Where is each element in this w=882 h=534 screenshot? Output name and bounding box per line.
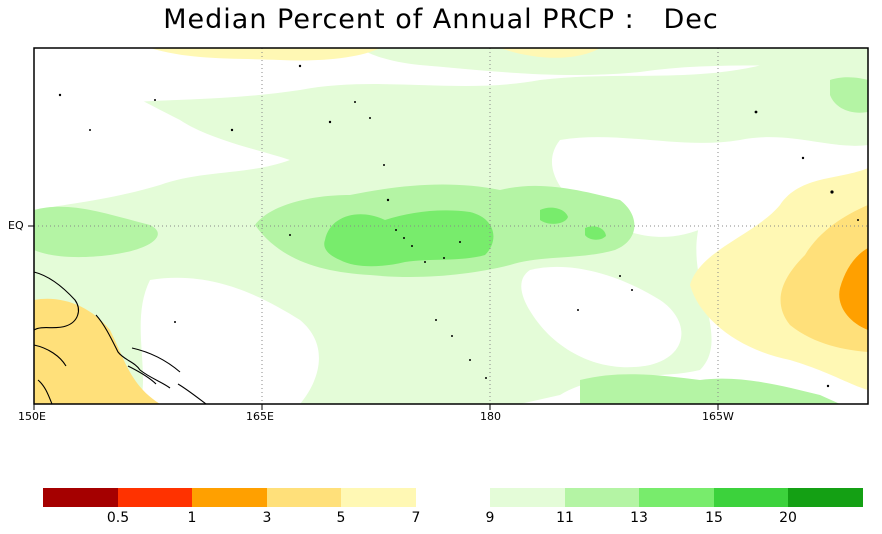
dark-green-patch-east xyxy=(540,207,568,224)
map-title: Median Percent of Annual PRCP : Dec xyxy=(163,4,719,35)
colorbar-swatch xyxy=(490,488,565,507)
colorbar-tick-label: 0.5 xyxy=(106,510,130,526)
colorbar-tick-label: 1 xyxy=(187,510,197,526)
green-band-south xyxy=(580,374,840,404)
grid-lines xyxy=(34,48,868,404)
colorbar-tick-label: 3 xyxy=(262,510,272,526)
green-band-northeast xyxy=(830,77,868,113)
lat-label-eq: EQ xyxy=(8,219,24,232)
small-islands xyxy=(58,64,859,388)
white-patch-northeast xyxy=(551,137,868,237)
colorbar-swatch xyxy=(192,488,267,507)
colorbar-swatch xyxy=(564,488,640,507)
colorbar-swatch xyxy=(788,488,863,507)
colorbar-tick-label: 20 xyxy=(779,510,797,526)
white-patch-southeast xyxy=(521,266,682,368)
colorbar-swatch xyxy=(117,488,193,507)
dark-green-patch-east2 xyxy=(585,226,606,240)
lon-label-165e: 165E xyxy=(246,410,274,423)
colorbar-swatch xyxy=(266,488,342,507)
colorbar-swatch xyxy=(341,488,416,507)
yellow-region-northwest xyxy=(150,48,380,61)
lon-label-150e: 150E xyxy=(18,410,46,423)
axis-ticks xyxy=(28,225,719,410)
colorbar-tick-label: 15 xyxy=(705,510,723,526)
white-patch-north xyxy=(34,60,290,210)
white-patch-southwest xyxy=(140,277,319,404)
yellow-region-southwest xyxy=(34,298,160,404)
colorbar-swatch xyxy=(43,488,118,507)
colorbar-tick-label: 13 xyxy=(630,510,648,526)
yellow-patch-north-east xyxy=(500,48,600,58)
lon-label-165w: 165W xyxy=(702,410,734,423)
dark-green-core xyxy=(324,210,494,267)
deep-yellow-region-east xyxy=(780,205,868,352)
colorbar-tick-label: 7 xyxy=(411,510,421,526)
colorbar-swatch xyxy=(639,488,714,507)
colorbar-low xyxy=(43,488,416,507)
colorbar-tick-label: 11 xyxy=(556,510,574,526)
colorbar-tick-label: 5 xyxy=(336,510,346,526)
green-band-southwest xyxy=(34,206,158,258)
orange-region-east xyxy=(839,248,868,330)
colorbar-high xyxy=(490,488,863,507)
lon-label-180: 180 xyxy=(480,410,501,423)
coastlines xyxy=(33,271,207,405)
shaded-field xyxy=(34,48,868,404)
colorbar-tick-label: 9 xyxy=(485,510,495,526)
colorbar-swatch xyxy=(713,488,789,507)
light-green-top-band xyxy=(360,48,868,75)
